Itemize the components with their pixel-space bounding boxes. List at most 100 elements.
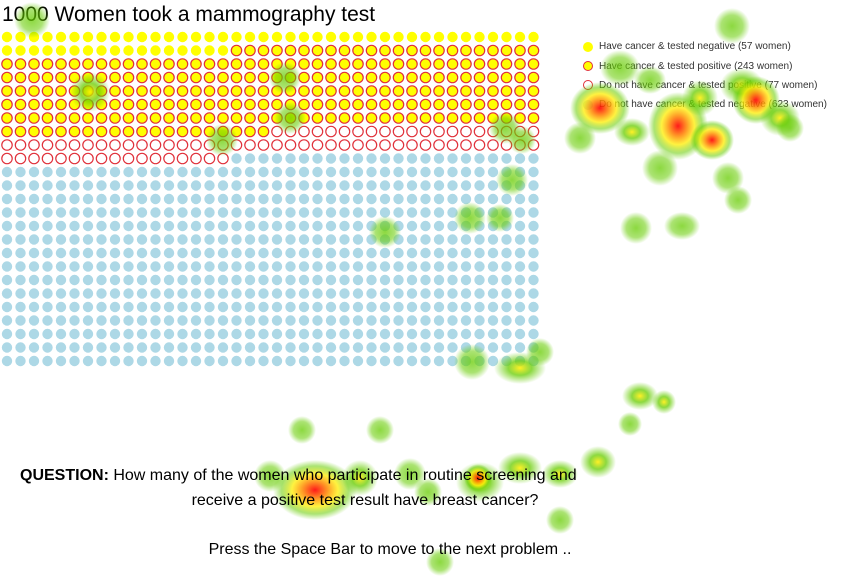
icon-no-cancer-negative — [339, 166, 350, 178]
icon-cancer-positive — [284, 98, 297, 111]
icon-no-cancer-negative — [433, 261, 445, 272]
icon-no-cancer-negative — [460, 193, 472, 205]
question-line-2: receive a positive test result have brea… — [191, 492, 539, 509]
icon-no-cancer-negative — [393, 328, 404, 340]
icon-no-cancer-negative — [163, 261, 175, 272]
icon-no-cancer-positive — [203, 152, 216, 165]
icon-no-cancer-negative — [1, 288, 13, 299]
icon-cancer-positive — [244, 44, 256, 57]
icon-cancer-positive — [406, 44, 418, 57]
heatmap-blob — [622, 382, 658, 410]
icon-no-cancer-negative — [352, 193, 364, 205]
icon-cancer-negative — [501, 31, 512, 43]
icon-no-cancer-negative — [82, 261, 94, 272]
icon-no-cancer-negative — [15, 315, 26, 326]
icon-no-cancer-negative — [379, 355, 391, 367]
icon-cancer-positive — [230, 112, 243, 124]
icon-no-cancer-negative — [366, 261, 377, 272]
icon-no-cancer-negative — [82, 301, 94, 313]
icon-cancer-positive — [311, 112, 324, 124]
icon-no-cancer-negative — [28, 166, 40, 178]
icon-no-cancer-positive — [487, 139, 499, 151]
icon-no-cancer-negative — [433, 220, 445, 232]
heatmap-blob — [642, 150, 678, 186]
icon-no-cancer-positive — [338, 125, 351, 138]
icon-no-cancer-negative — [366, 180, 377, 191]
icon-no-cancer-positive — [473, 139, 486, 151]
icon-cancer-positive — [487, 85, 499, 97]
icon-no-cancer-negative — [339, 342, 350, 353]
question-label: QUESTION: — [20, 467, 109, 484]
icon-no-cancer-negative — [204, 234, 215, 245]
icon-no-cancer-negative — [1, 301, 13, 313]
icon-no-cancer-negative — [298, 166, 310, 178]
icon-cancer-negative — [96, 45, 107, 56]
icon-no-cancer-negative — [69, 247, 80, 259]
icon-no-cancer-negative — [298, 180, 310, 191]
icon-cancer-positive — [68, 85, 81, 97]
icon-no-cancer-negative — [258, 180, 269, 191]
icon-no-cancer-negative — [325, 261, 337, 272]
icon-no-cancer-negative — [528, 234, 539, 245]
icon-no-cancer-negative — [447, 220, 458, 232]
icon-cancer-positive — [68, 71, 81, 84]
icon-no-cancer-negative — [460, 234, 472, 245]
icon-no-cancer-negative — [1, 180, 13, 191]
icon-no-cancer-negative — [271, 355, 283, 367]
icon-cancer-positive — [406, 85, 418, 97]
icon-no-cancer-negative — [69, 315, 80, 326]
icon-no-cancer-positive — [109, 152, 121, 165]
icon-cancer-positive — [433, 44, 445, 57]
icon-no-cancer-positive — [514, 125, 526, 138]
icon-no-cancer-negative — [474, 153, 485, 164]
icon-no-cancer-negative — [325, 234, 337, 245]
icon-no-cancer-negative — [474, 274, 485, 286]
icon-cancer-positive — [176, 98, 189, 111]
icon-no-cancer-negative — [177, 274, 188, 286]
icon-no-cancer-negative — [474, 166, 485, 178]
icon-no-cancer-negative — [109, 315, 121, 326]
icon-no-cancer-negative — [244, 288, 256, 299]
icon-no-cancer-negative — [231, 355, 242, 367]
icon-no-cancer-negative — [312, 207, 323, 218]
icon-no-cancer-negative — [514, 220, 526, 232]
icon-no-cancer-negative — [231, 220, 242, 232]
icon-no-cancer-positive — [446, 125, 459, 138]
icon-no-cancer-negative — [312, 328, 323, 340]
icon-cancer-positive — [82, 125, 94, 138]
icon-cancer-positive — [136, 58, 148, 70]
icon-cancer-positive — [514, 98, 526, 111]
icon-no-cancer-negative — [69, 274, 80, 286]
icon-no-cancer-negative — [136, 274, 148, 286]
icon-cancer-positive — [136, 112, 148, 124]
icon-no-cancer-negative — [231, 207, 242, 218]
icon-no-cancer-negative — [258, 301, 269, 313]
icon-no-cancer-negative — [528, 301, 539, 313]
icon-no-cancer-negative — [42, 301, 53, 313]
icon-no-cancer-negative — [217, 355, 229, 367]
icon-no-cancer-negative — [298, 342, 310, 353]
icon-cancer-positive — [298, 71, 310, 84]
icon-no-cancer-negative — [123, 220, 134, 232]
icon-no-cancer-negative — [285, 234, 296, 245]
icon-cancer-positive — [419, 58, 432, 70]
icon-no-cancer-negative — [109, 301, 121, 313]
icon-no-cancer-negative — [96, 180, 107, 191]
icon-no-cancer-positive — [55, 152, 67, 165]
icon-no-cancer-negative — [379, 288, 391, 299]
icon-no-cancer-negative — [150, 301, 161, 313]
icon-no-cancer-negative — [420, 153, 431, 164]
icon-no-cancer-negative — [217, 166, 229, 178]
icon-no-cancer-negative — [487, 301, 499, 313]
icon-no-cancer-negative — [244, 261, 256, 272]
icon-no-cancer-negative — [420, 207, 431, 218]
icon-no-cancer-negative — [177, 180, 188, 191]
icon-no-cancer-negative — [96, 261, 107, 272]
icon-cancer-positive — [271, 58, 283, 70]
icon-no-cancer-negative — [163, 220, 175, 232]
icon-no-cancer-negative — [258, 274, 269, 286]
icon-cancer-positive — [433, 85, 445, 97]
icon-no-cancer-positive — [433, 139, 445, 151]
icon-cancer-positive — [217, 71, 229, 84]
icon-cancer-positive — [176, 71, 189, 84]
